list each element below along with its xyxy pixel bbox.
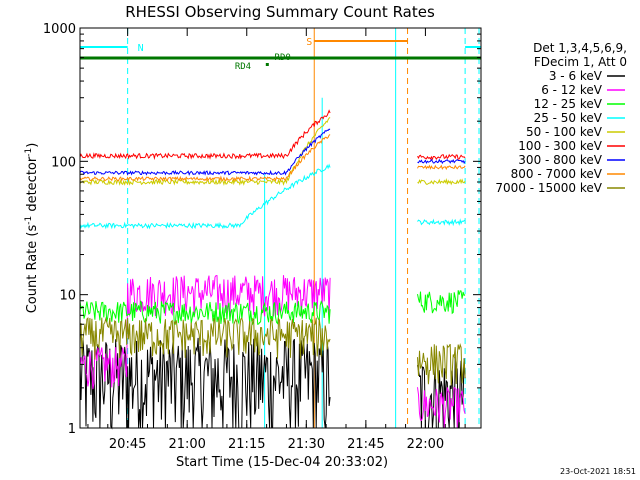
legend-label: 3 - 6 keV: [549, 69, 603, 83]
series-6: [79, 128, 466, 176]
legend: Det 1,3,4,5,6,9,FDecim 1, Att 03 - 6 keV…: [495, 41, 627, 195]
legend-label: 6 - 12 keV: [541, 83, 603, 97]
series-3: [79, 163, 466, 230]
series-trace: [417, 290, 466, 315]
series-trace: [417, 153, 466, 161]
series-trace: [417, 218, 466, 227]
night-label: N: [138, 43, 144, 54]
series-trace: [79, 117, 331, 186]
series-7: [79, 134, 466, 183]
legend-header: Det 1,3,4,5,6,9,: [533, 41, 627, 55]
series-trace: [417, 158, 466, 165]
legend-label: 800 - 7000 keV: [511, 167, 603, 181]
series-trace: [79, 316, 331, 360]
x-tick-label: 21:15: [228, 437, 265, 452]
series-4: [79, 117, 466, 186]
series-trace: [79, 337, 331, 430]
rd0-label: RD0: [275, 53, 291, 63]
legend-label: 7000 - 15000 keV: [495, 181, 602, 195]
legend-label: 12 - 25 keV: [534, 97, 603, 111]
series-trace: [79, 134, 331, 183]
x-tick-label: 20:45: [109, 437, 146, 452]
x-tick-label: 21:30: [288, 437, 325, 452]
series-trace: [417, 178, 466, 186]
legend-header: FDecim 1, Att 0: [534, 55, 627, 69]
plot-frame: [79, 27, 482, 429]
legend-label: 50 - 100 keV: [526, 125, 603, 139]
series-5: [79, 109, 466, 161]
saa-label: S: [306, 37, 312, 48]
series-trace: [79, 128, 331, 176]
x-tick-label: 21:00: [168, 437, 205, 452]
x-tick-label: 21:45: [347, 437, 384, 452]
y-axis-label: Count Rate (s-1 detector-1): [24, 143, 40, 314]
y-tick-label: 1000: [43, 22, 76, 37]
rd4-label: RD4: [235, 62, 251, 72]
y-tick-label: 1: [68, 422, 76, 437]
series-trace: [417, 164, 466, 171]
plot-area: N S RD0 RD4: [79, 28, 481, 430]
legend-label: 300 - 800 keV: [518, 153, 602, 167]
chart-title: RHESSI Observing Summary Count Rates: [125, 3, 435, 21]
timestamp: 23-Oct-2021 18:51: [560, 467, 636, 476]
y-tick-label: 100: [51, 155, 76, 170]
legend-label: 100 - 300 keV: [518, 139, 602, 153]
legend-label: 25 - 50 keV: [534, 111, 603, 125]
y-tick-label: 10: [59, 289, 76, 304]
x-axis-label: Start Time (15-Dec-04 20:33:02): [176, 455, 388, 470]
rd4-marker: [265, 63, 269, 66]
series-trace: [79, 109, 331, 161]
y-axis: 1 10 100 1000: [43, 22, 481, 437]
series-8: [79, 316, 466, 386]
x-axis: 20:45 21:00 21:15 21:30 21:45 22:00: [87, 28, 466, 452]
series-trace: [79, 163, 331, 230]
series-trace: [417, 343, 466, 386]
x-tick-label: 22:00: [407, 437, 444, 452]
